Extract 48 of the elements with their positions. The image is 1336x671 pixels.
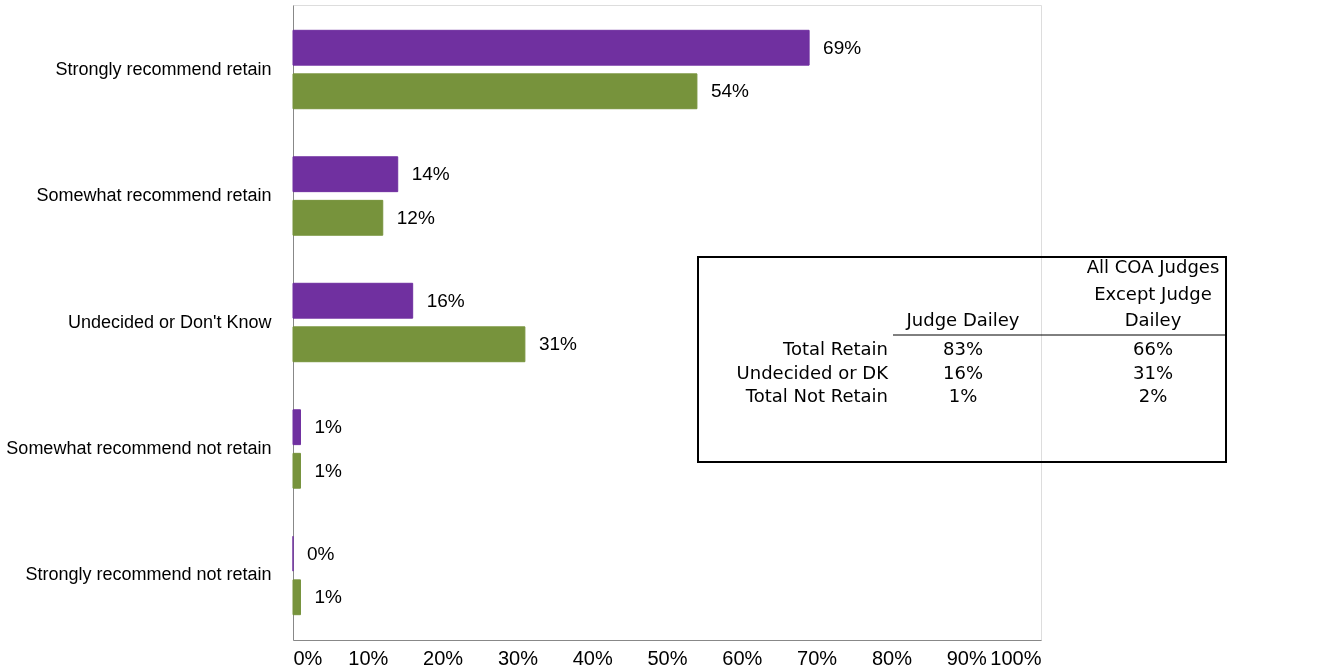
x-tick-label: 60% bbox=[722, 646, 763, 669]
annotation: Total Retain bbox=[781, 338, 888, 359]
annotation: Total Not Retain bbox=[744, 385, 888, 406]
y-tick-label: Strongly recommend retain bbox=[55, 58, 272, 79]
x-tick-label: 30% bbox=[497, 646, 539, 669]
bar bbox=[292, 452, 301, 489]
text: 2% bbox=[1138, 385, 1168, 406]
data-label: 12% bbox=[396, 206, 435, 228]
bar bbox=[292, 199, 384, 236]
bar bbox=[292, 73, 698, 110]
y-tick-label: Undecided or Don't Know bbox=[67, 311, 273, 332]
x-tick-label: 90% bbox=[946, 646, 987, 669]
data-label: 1% bbox=[314, 416, 343, 438]
x-tick-label: 50% bbox=[647, 646, 688, 669]
x-tick-label: 70% bbox=[797, 646, 838, 669]
data-label: 14% bbox=[411, 163, 450, 185]
bar bbox=[292, 326, 526, 363]
annotation: 1% bbox=[948, 385, 978, 406]
x-tick-label: 40% bbox=[572, 646, 613, 669]
y-tick-label: Somewhat recommend retain bbox=[36, 185, 272, 206]
x-tick-label: 20% bbox=[423, 646, 464, 669]
annotation: 16% bbox=[942, 362, 984, 383]
y-tick-label: Somewhat recommend not retain bbox=[6, 437, 272, 458]
bar bbox=[292, 156, 399, 193]
text: 66% bbox=[1132, 338, 1174, 359]
data-label: 16% bbox=[426, 289, 465, 311]
y-tick-label: Strongly recommend not retain bbox=[25, 564, 272, 585]
bar bbox=[292, 409, 301, 446]
data-label: 54% bbox=[710, 80, 750, 102]
bar bbox=[292, 282, 414, 319]
x-tick-label: 80% bbox=[871, 646, 913, 669]
data-label: 0% bbox=[307, 542, 335, 564]
annotation: Undecided or DK bbox=[736, 362, 890, 383]
data-label: 31% bbox=[538, 333, 578, 355]
annotation: 83% bbox=[942, 338, 984, 359]
text: All COA Judges bbox=[1086, 256, 1220, 277]
text: Except Judge bbox=[1094, 283, 1212, 304]
data-label: 1% bbox=[314, 586, 343, 608]
bar bbox=[292, 29, 810, 66]
x-tick-label: 10% bbox=[348, 646, 389, 669]
text: 31% bbox=[1132, 362, 1174, 383]
text: Dailey bbox=[1124, 309, 1182, 330]
data-label: 1% bbox=[314, 459, 343, 481]
data-label: 69% bbox=[823, 36, 862, 58]
x-tick-label: 100% bbox=[990, 646, 1042, 669]
annotation: Judge Dailey bbox=[905, 309, 1020, 330]
bar bbox=[292, 579, 301, 616]
x-tick-label: 0% bbox=[293, 646, 323, 669]
